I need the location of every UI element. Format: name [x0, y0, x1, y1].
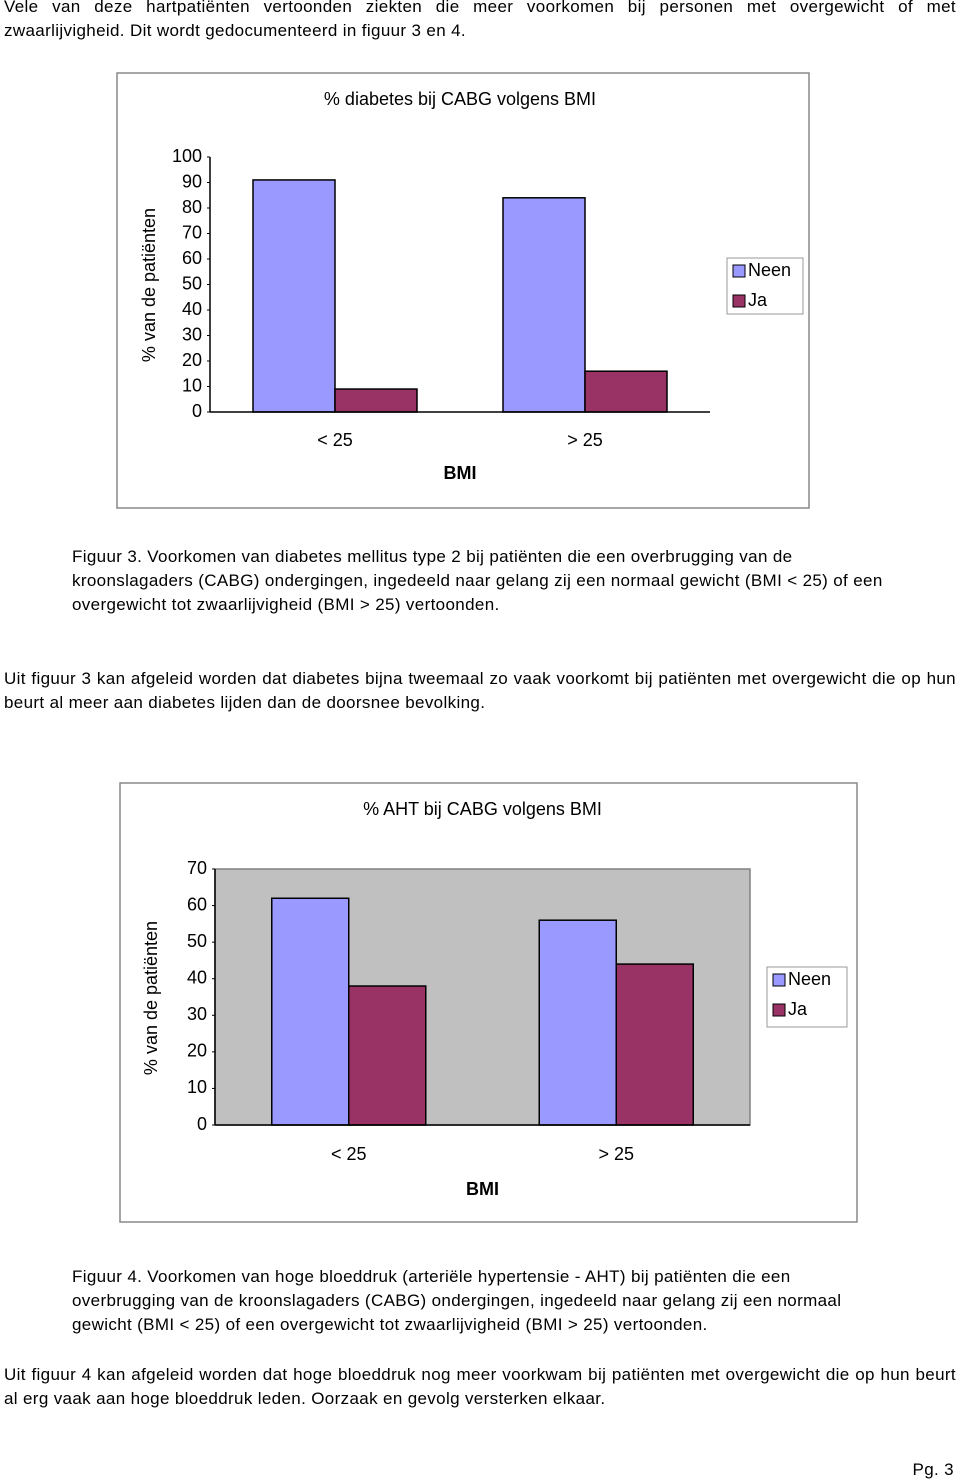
- bar: [252, 179, 336, 413]
- legend-swatch: [732, 264, 746, 278]
- bar: [502, 197, 586, 413]
- x-axis-label: BMI: [466, 1179, 499, 1199]
- y-tick-label: 100: [172, 146, 202, 166]
- y-tick-label: 60: [182, 248, 202, 268]
- y-tick-label: 10: [182, 375, 202, 395]
- paragraph: Vele van deze hartpatiënten vertoonden z…: [4, 0, 956, 40]
- y-tick-label: 80: [182, 197, 202, 217]
- paragraph: Uit figuur 4 kan afgeleid worden dat hog…: [4, 1365, 956, 1408]
- y-tick-label: 70: [182, 222, 202, 242]
- chart: % diabetes bij CABG volgens BMI BMI % van …: [116, 72, 810, 509]
- chart: % AHT bij CABG volgens BMI BMI % van de pa…: [119, 782, 858, 1223]
- y-tick-label: 0: [197, 1114, 207, 1134]
- y-tick-label: 60: [187, 894, 207, 914]
- y-tick-label: 20: [182, 350, 202, 370]
- y-tick-label: 0: [192, 401, 202, 421]
- x-tick-label: < 25: [317, 430, 353, 450]
- caption: Figuur 3. Voorkomen van diabetes mellitu…: [72, 547, 883, 614]
- legend-label: Ja: [748, 290, 768, 310]
- y-tick-label: 20: [187, 1041, 207, 1061]
- bar: [584, 370, 668, 413]
- legend-label: Neen: [788, 969, 831, 989]
- paragraph: Uit figuur 3 kan afgeleid worden dat dia…: [4, 669, 956, 712]
- chart-title: % diabetes bij CABG volgens BMI: [324, 89, 596, 109]
- y-axis-label: % van de patiënten: [141, 921, 161, 1075]
- y-tick-label: 40: [187, 967, 207, 987]
- bar: [271, 897, 350, 1126]
- y-tick-label: 50: [182, 273, 202, 293]
- y-tick-label: 30: [187, 1004, 207, 1024]
- y-tick-label: 30: [182, 324, 202, 344]
- page-number: Pg. 3: [912, 1460, 954, 1479]
- caption: Figuur 4. Voorkomen van hoge bloeddruk (…: [72, 1267, 842, 1334]
- y-axis-label: % van de patiënten: [139, 208, 159, 362]
- y-tick-label: 40: [182, 299, 202, 319]
- legend-label: Neen: [748, 260, 791, 280]
- y-tick-label: 70: [187, 858, 207, 878]
- bar: [348, 985, 427, 1126]
- legend-swatch: [772, 1003, 786, 1017]
- y-tick-label: 10: [187, 1077, 207, 1097]
- x-tick-label: > 25: [567, 430, 603, 450]
- x-tick-label: < 25: [331, 1144, 367, 1164]
- bar: [334, 388, 418, 413]
- legend-swatch: [772, 973, 786, 987]
- legend-swatch: [732, 294, 746, 308]
- bar: [615, 963, 694, 1126]
- x-tick-label: > 25: [598, 1144, 634, 1164]
- legend-label: Ja: [788, 999, 808, 1019]
- y-tick-label: 50: [187, 931, 207, 951]
- x-axis-label: BMI: [444, 463, 477, 483]
- y-tick-label: 90: [182, 171, 202, 191]
- chart-title: % AHT bij CABG volgens BMI: [363, 799, 602, 819]
- bar: [538, 919, 617, 1126]
